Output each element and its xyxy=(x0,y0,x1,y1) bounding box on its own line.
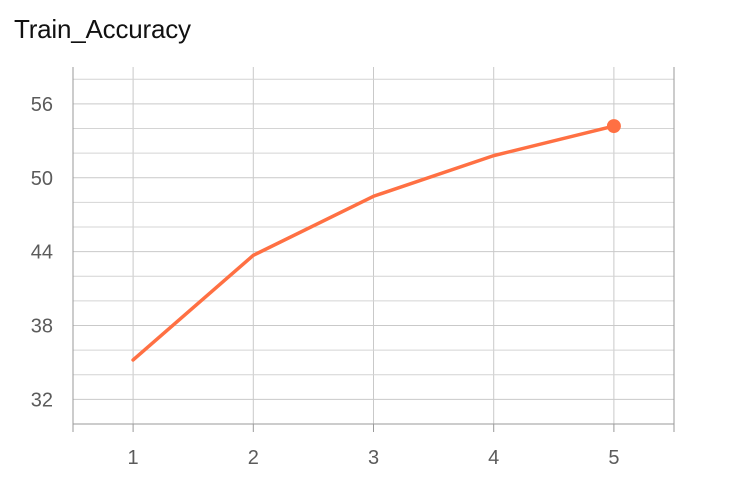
y-tick-label: 32 xyxy=(31,389,53,411)
y-tick-label: 38 xyxy=(31,316,53,338)
series-layer xyxy=(131,119,621,362)
y-tick-label: 44 xyxy=(31,242,53,264)
x-tick-label: 5 xyxy=(608,447,619,469)
x-tick-label: 4 xyxy=(488,447,499,469)
chart-title: Train_Accuracy xyxy=(14,14,191,44)
x-tick-label: 2 xyxy=(248,447,259,469)
x-tick-label: 3 xyxy=(368,447,379,469)
tick-labels: 32 38 44 50 56 1 2 3 4 5 xyxy=(31,94,620,469)
last-point-marker xyxy=(606,119,621,134)
y-tick-label: 50 xyxy=(31,168,53,190)
series-line xyxy=(131,124,616,362)
axes xyxy=(72,67,675,432)
y-tick-label: 56 xyxy=(31,94,53,116)
grid xyxy=(73,67,674,425)
x-tick-label: 1 xyxy=(128,447,139,469)
